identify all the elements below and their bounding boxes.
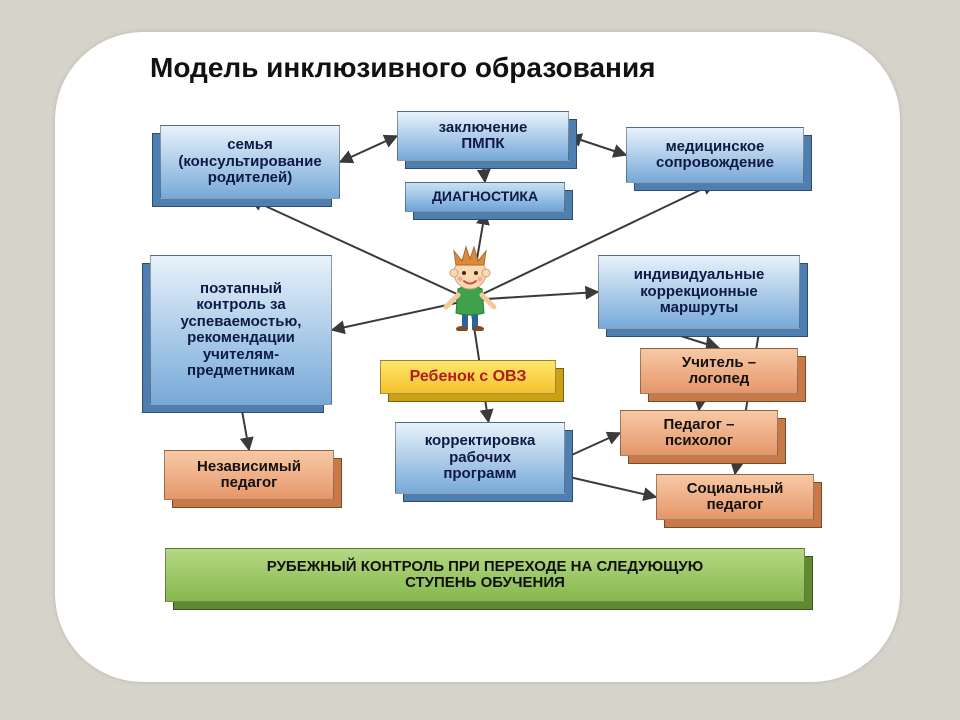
node-programs: корректировка рабочих программ [395,422,565,494]
child-icon [440,243,500,331]
node-individual: индивидуальные коррекционные маршруты [598,255,800,329]
node-bottom: РУБЕЖНЫЙ КОНТРОЛЬ ПРИ ПЕРЕХОДЕ НА СЛЕДУЮ… [165,548,805,602]
node-diag: ДИАГНОСТИКА [405,182,565,212]
node-psycholog: Педагог – психолог [620,410,778,456]
node-pmpk: заключение ПМПК [397,111,569,161]
node-control: поэтапный контроль за успеваемостью, рек… [150,255,332,405]
node-childlabel: Ребенок с ОВЗ [380,360,556,394]
node-medical: медицинское сопровождение [626,127,804,183]
node-independ: Независимый педагог [164,450,334,500]
node-logoped: Учитель – логопед [640,348,798,394]
page-title: Модель инклюзивного образования [150,52,656,84]
node-family: семья (консультирование родителей) [160,125,340,199]
node-social: Социальный педагог [656,474,814,520]
